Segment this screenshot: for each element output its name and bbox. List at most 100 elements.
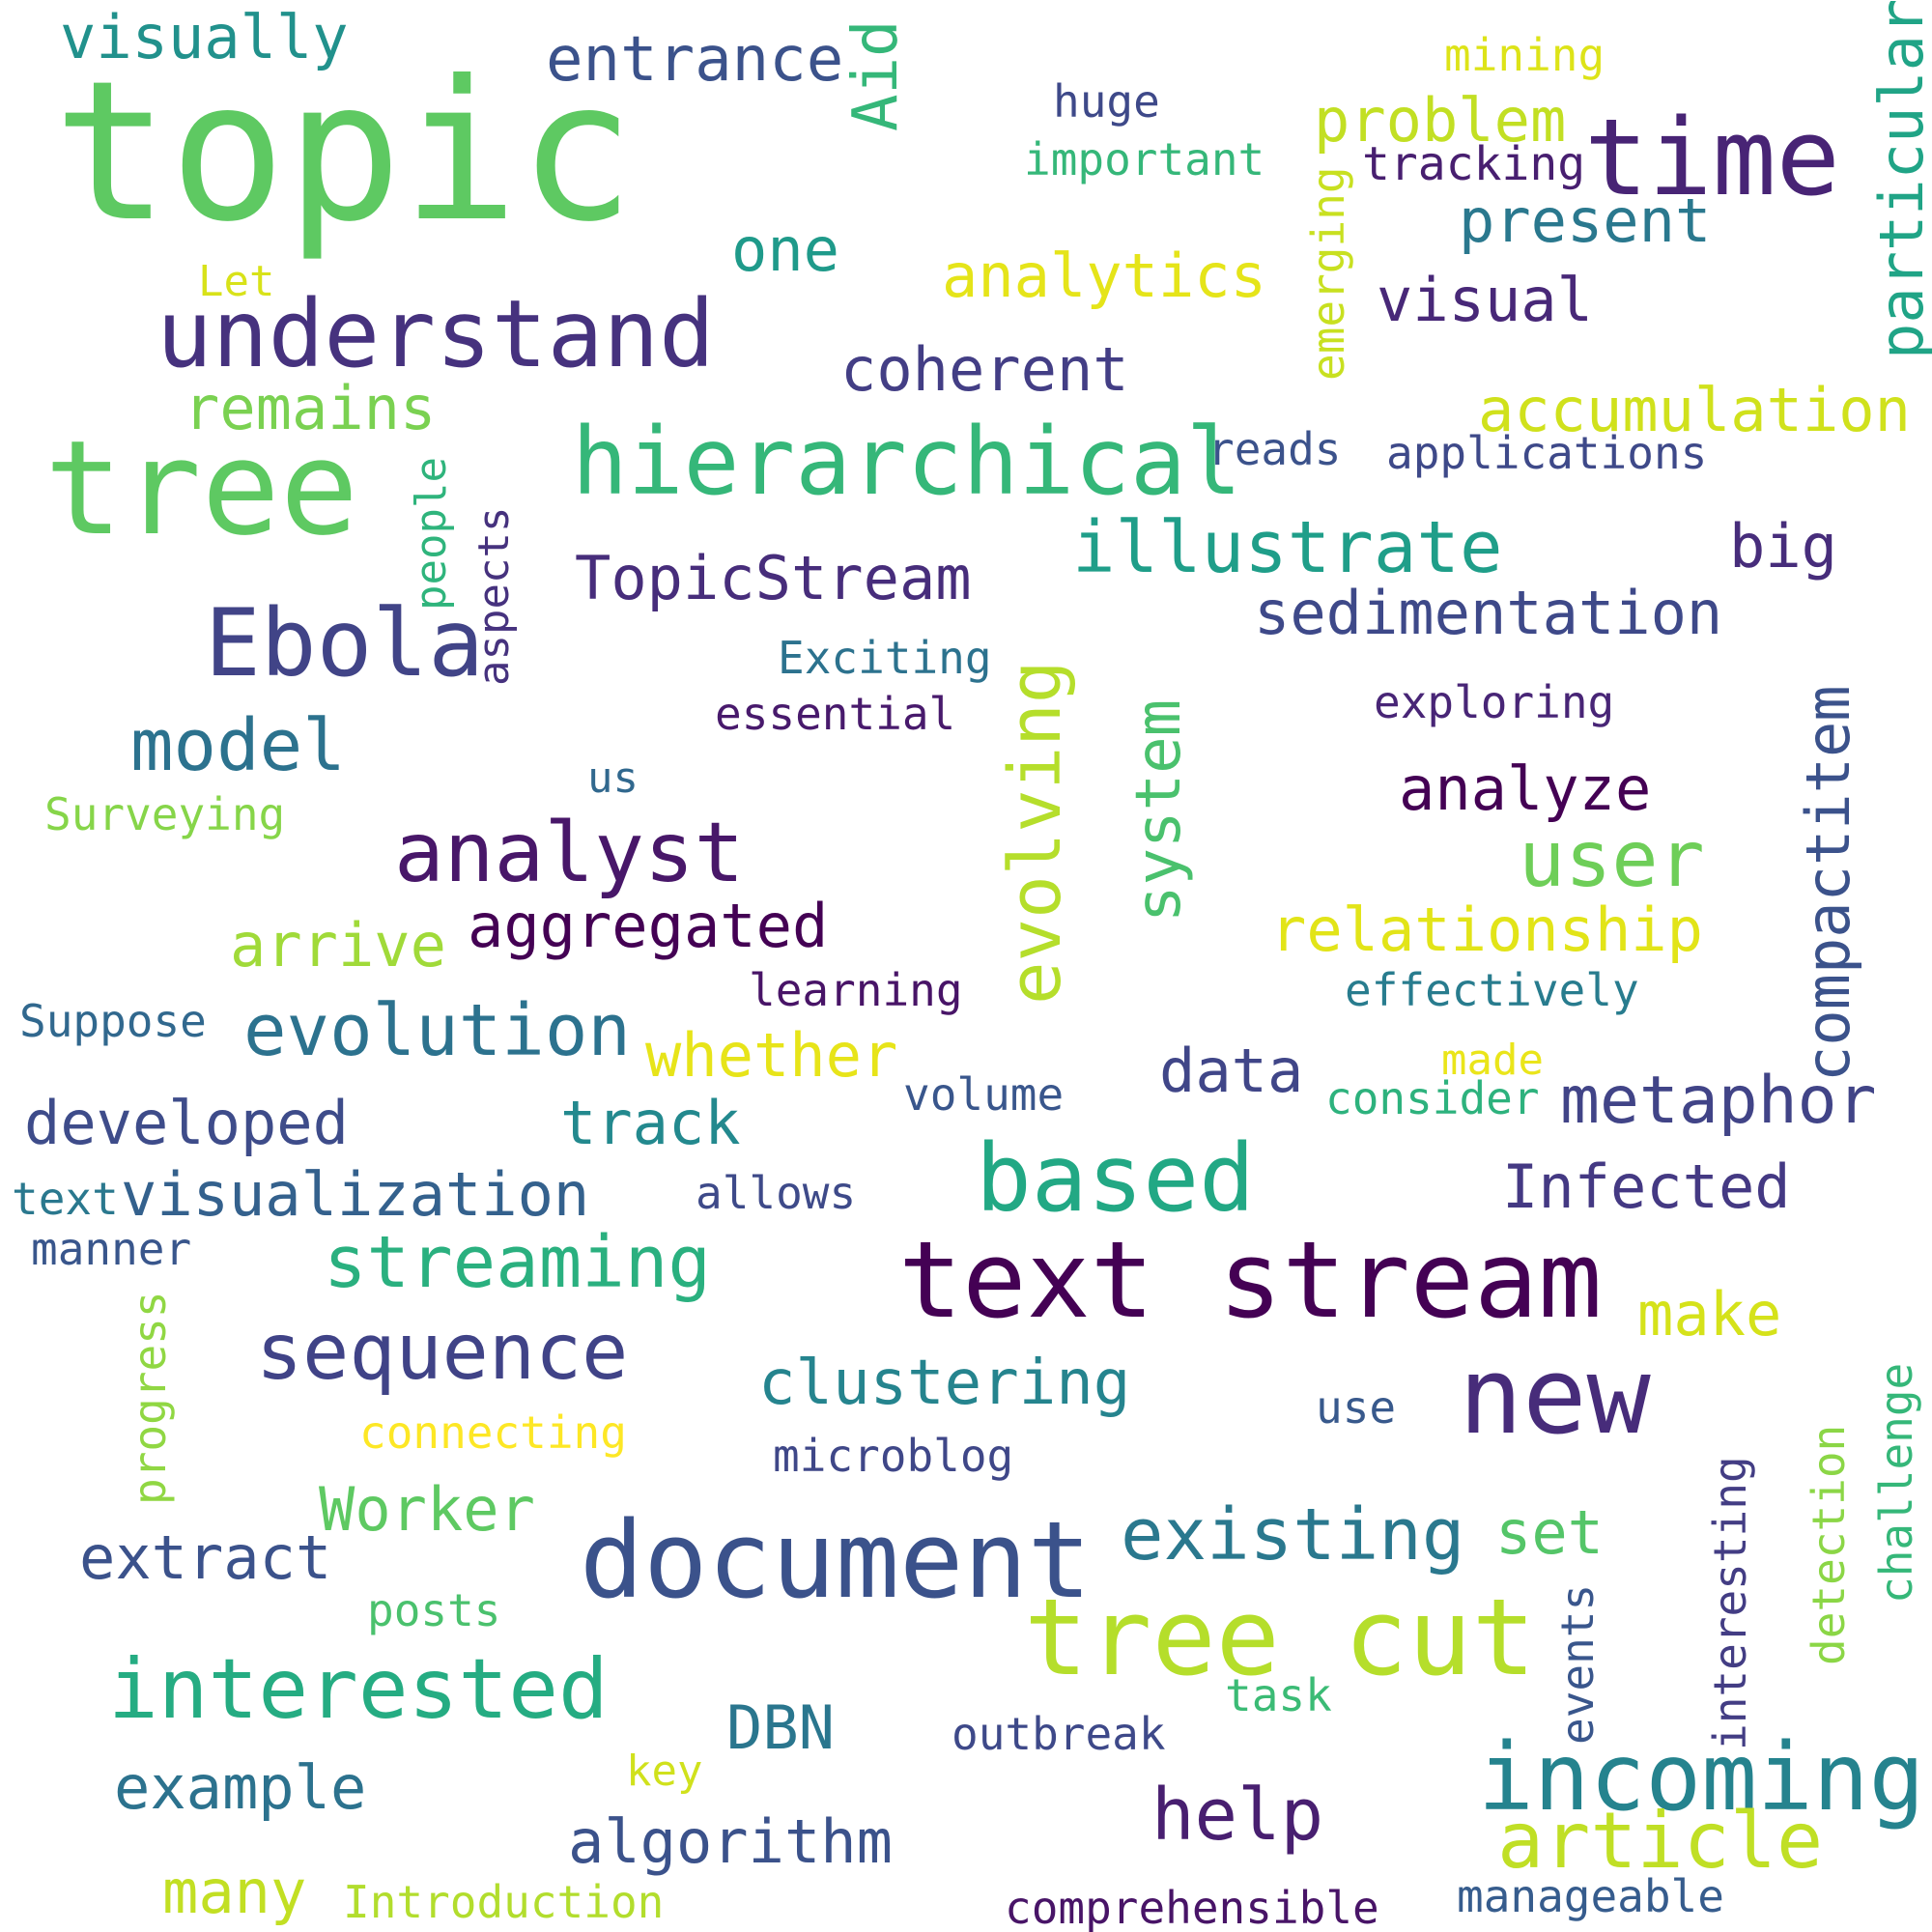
word-one: one (731, 214, 839, 285)
word-made: made (1441, 1036, 1544, 1085)
word-help: help (1151, 1774, 1324, 1857)
word-challenge: challenge (1870, 1362, 1922, 1604)
word-metaphor: metaphor (1560, 1063, 1877, 1139)
word-present: present (1459, 185, 1712, 256)
word-visualization: visualization (121, 1159, 590, 1230)
word-reads: reads (1208, 423, 1342, 475)
word-whether: whether (645, 1020, 898, 1091)
word-arrive: arrive (230, 910, 446, 980)
word-compactitem: compactitem (1793, 685, 1863, 1082)
word-connecting: connecting (359, 1406, 627, 1459)
word-track: track (560, 1088, 741, 1158)
word-dbn: DBN (726, 1692, 835, 1763)
word-based: based (976, 1124, 1255, 1233)
word-coherent: coherent (840, 334, 1129, 405)
word-big: big (1729, 511, 1837, 582)
word-huge: huge (1053, 75, 1160, 128)
word-accumulation: accumulation (1478, 375, 1911, 445)
word-new: new (1459, 1334, 1651, 1458)
word-detection: detection (1803, 1424, 1855, 1665)
word-events: events (1551, 1583, 1604, 1745)
word-tracking: tracking (1362, 137, 1586, 191)
word-remains: remains (184, 373, 437, 443)
word-streaming: streaming (324, 1221, 711, 1304)
word-existing: existing (1121, 1493, 1465, 1577)
word-sequence: sequence (256, 1307, 629, 1397)
word-ebola: Ebola (205, 589, 484, 697)
word-algorithm: algorithm (568, 1806, 893, 1877)
word-topicstream: TopicStream (575, 543, 972, 613)
word-text: text (12, 1173, 119, 1225)
word-exciting: Exciting (778, 632, 992, 684)
word-developed: developed (24, 1088, 349, 1158)
word-task: task (1225, 1669, 1332, 1721)
word-interesting: interesting (1704, 1456, 1756, 1750)
word-evolution: evolution (243, 989, 631, 1072)
word-posts: posts (367, 1584, 501, 1636)
word-essential: essential (715, 688, 956, 740)
word-data: data (1159, 1036, 1304, 1106)
word-analyze: analyze (1399, 753, 1652, 824)
word-clustering: clustering (758, 1348, 1131, 1419)
word-illustrate: illustrate (1072, 506, 1503, 589)
word-key: key (626, 1747, 703, 1796)
word-understand: understand (156, 280, 715, 388)
word-document: document (580, 1498, 1092, 1622)
word-progress: progress (124, 1291, 176, 1505)
word-people: people (407, 457, 456, 611)
word-evolving: evolving (994, 660, 1077, 1005)
word-set: set (1495, 1497, 1604, 1568)
word-sedimentation: sedimentation (1254, 578, 1723, 648)
word-tree: tree (44, 412, 359, 564)
word-manageable: manageable (1457, 1870, 1724, 1922)
word-us: us (587, 753, 639, 803)
word-user: user (1519, 814, 1705, 904)
word-emerging: emerging (1302, 166, 1354, 381)
word-aid: Aid (840, 19, 912, 131)
word-surveying: Surveying (44, 788, 286, 840)
word-allows: allows (696, 1167, 857, 1219)
word-time: time (1584, 96, 1840, 219)
word-mining: mining (1444, 29, 1605, 81)
word-text-stream: text stream (898, 1218, 1603, 1342)
word-suppose: Suppose (19, 995, 207, 1047)
word-hierarchical: hierarchical (572, 408, 1242, 516)
word-applications: applications (1386, 427, 1708, 479)
word-aggregated: aggregated (468, 891, 829, 961)
word-use: use (1316, 1381, 1397, 1434)
word-extract: extract (79, 1522, 332, 1593)
word-topic: topic (53, 40, 636, 265)
word-entrance: entrance (546, 24, 844, 96)
word-infected: Infected (1502, 1151, 1791, 1222)
word-learning: learning (749, 964, 963, 1016)
word-outbreak: outbreak (952, 1708, 1166, 1760)
word-incoming: incoming (1478, 1723, 1925, 1832)
word-visually: visually (60, 2, 349, 72)
word-comprehensible: comprehensible (1005, 1882, 1379, 1932)
word-visual: visual (1377, 265, 1593, 335)
word-problem: problem (1314, 85, 1567, 156)
word-analyst: analyst (394, 805, 745, 901)
word-interested: interested (108, 1641, 609, 1738)
word-let: Let (198, 257, 275, 306)
word-worker: Worker (319, 1474, 535, 1545)
word-model: model (130, 704, 346, 787)
word-microblog: microblog (773, 1430, 1014, 1482)
word-example: example (114, 1752, 367, 1823)
word-exploring: exploring (1374, 676, 1615, 728)
word-many: many (162, 1857, 307, 1927)
word-consider: consider (1325, 1072, 1540, 1124)
word-tree-cut: tree cut (1024, 1576, 1536, 1699)
word-article: article (1497, 1796, 1824, 1886)
word-relationship: relationship (1270, 895, 1703, 965)
word-manner: manner (31, 1223, 192, 1275)
word-effectively: effectively (1345, 964, 1639, 1016)
word-analytics: analytics (942, 241, 1266, 311)
word-volume: volume (903, 1068, 1065, 1121)
word-system: system (1123, 698, 1195, 923)
word-important: important (1024, 133, 1265, 185)
word-particular: particular (1866, 0, 1932, 359)
word-introduction: Introduction (343, 1876, 665, 1928)
word-make: make (1637, 1279, 1782, 1350)
